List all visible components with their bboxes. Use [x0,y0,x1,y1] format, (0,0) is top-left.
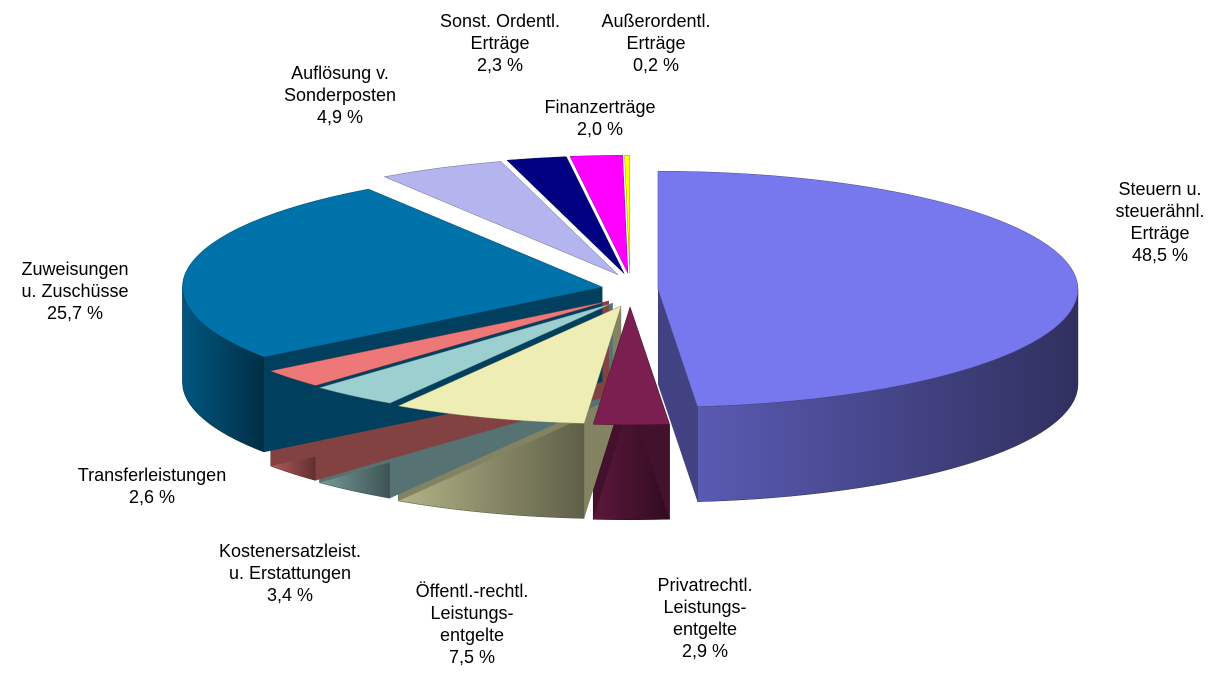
category-label: Sonst. Ordentl. Erträge [439,11,561,53]
slice-label: Steuern u. steuerähnl. Erträge 48,5 % [1115,178,1204,266]
slice-label: Außerordentl. Erträge 0,2 % [601,10,710,76]
slice-label: Privatrechtl. Leistungs- entgelte 2,9 % [657,574,752,662]
category-label: Steuern u. steuerähnl. Erträge [1115,179,1205,243]
slice-label: Zuweisungen u. Zuschüsse 25,7 % [21,258,128,324]
value-label: 0,2 % [632,55,680,75]
value-label: 48,5 % [1131,245,1189,265]
slice [182,188,604,358]
category-label: Außerordentl. Erträge [601,11,711,53]
slice-label: Transferleistungen 2,6 % [78,464,226,508]
value-label: 2,3 % [476,55,524,75]
value-label: 4,9 % [316,107,364,127]
category-label: Öffentl.-rechtl. Leistungs- entgelte [415,581,529,645]
slice-label: Kostenersatzleist. u. Erstattungen 3,4 % [219,540,361,606]
slice [397,305,622,424]
value-label: 3,4 % [266,585,314,605]
category-label: Auflösung v. Sonderposten [283,63,397,105]
category-label: Kostenersatzleist. u. Erstattungen [218,541,362,583]
slice [569,155,629,274]
slice [383,161,619,276]
value-label: 2,9 % [681,641,729,661]
value-label: 2,6 % [128,487,176,507]
slice-cut [657,289,698,502]
slice [269,300,609,386]
value-label: 25,7 % [46,303,104,323]
category-label: Privatrechtl. Leistungs- entgelte [657,575,753,639]
slice-label: Auflösung v. Sonderposten 4,9 % [284,62,396,128]
value-label: 7,5 % [448,647,496,667]
value-label: 2,0 % [576,119,624,139]
slice-label: Sonst. Ordentl. Erträge 2,3 % [440,10,560,76]
slice-label: Öffentl.-rechtl. Leistungs- entgelte 7,5 … [416,580,529,668]
slice [657,170,1079,407]
slice-label: Finanzerträge 2,0 % [544,96,655,140]
tops [182,154,1079,426]
category-label: Zuweisungen u. Zuschüsse [21,259,129,301]
slice [318,302,613,404]
category-label: Finanzerträge [544,97,656,117]
slice [506,156,625,274]
category-label: Transferleistungen [77,465,227,485]
slice [592,305,670,426]
slice [624,154,631,274]
